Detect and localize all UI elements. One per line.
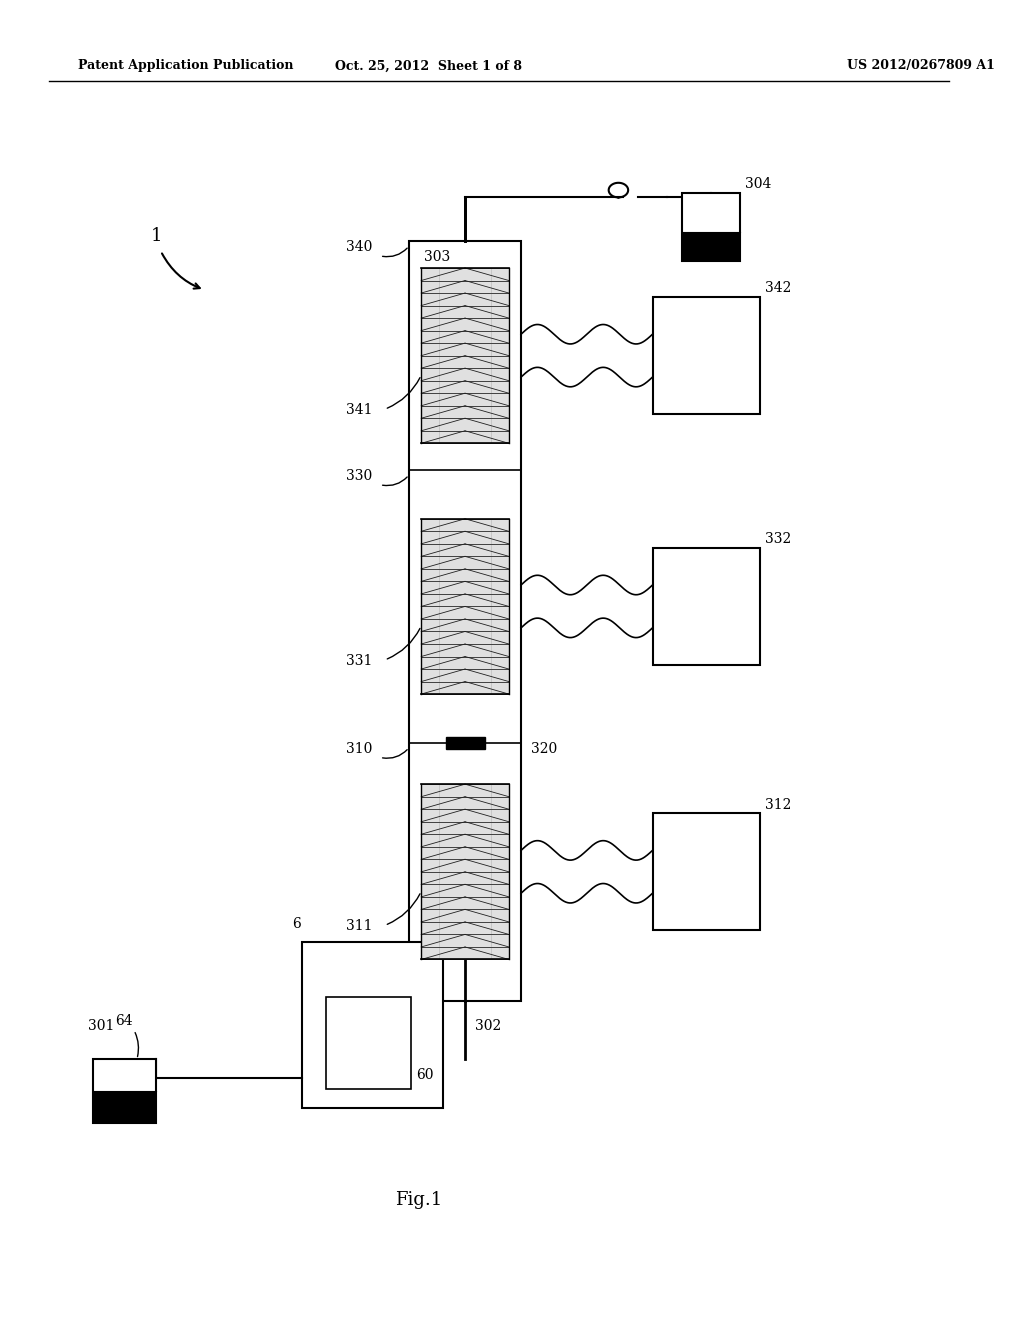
- Text: Fig.1: Fig.1: [395, 1192, 442, 1209]
- Text: 331: 331: [346, 653, 372, 668]
- Bar: [409, 242, 521, 1001]
- Text: 303: 303: [424, 249, 450, 264]
- Text: 60: 60: [416, 1068, 433, 1082]
- Text: 1: 1: [151, 227, 163, 246]
- Text: 310: 310: [346, 742, 372, 755]
- Bar: [652, 548, 760, 665]
- Bar: [421, 519, 509, 694]
- Text: 320: 320: [530, 742, 557, 755]
- Bar: [92, 1059, 156, 1122]
- Text: 311: 311: [346, 919, 373, 933]
- Text: 341: 341: [346, 403, 373, 417]
- Text: 332: 332: [765, 532, 791, 546]
- Bar: [652, 297, 760, 414]
- Bar: [302, 942, 443, 1107]
- Text: 64: 64: [116, 1014, 133, 1028]
- Bar: [421, 784, 509, 960]
- Bar: [682, 232, 740, 261]
- Text: 304: 304: [745, 177, 771, 190]
- Text: 340: 340: [346, 240, 372, 253]
- Bar: [682, 193, 740, 261]
- Bar: [327, 998, 411, 1089]
- Text: 6: 6: [292, 917, 301, 931]
- Text: 302: 302: [475, 1019, 501, 1034]
- Text: 342: 342: [765, 281, 791, 296]
- Bar: [421, 268, 509, 444]
- Text: 301: 301: [88, 1019, 114, 1034]
- Text: 312: 312: [765, 797, 791, 812]
- Bar: [445, 737, 484, 748]
- Bar: [652, 813, 760, 931]
- Text: 330: 330: [346, 469, 372, 483]
- Bar: [92, 1090, 156, 1122]
- Text: Oct. 25, 2012  Sheet 1 of 8: Oct. 25, 2012 Sheet 1 of 8: [335, 59, 522, 73]
- Text: Patent Application Publication: Patent Application Publication: [78, 59, 294, 73]
- Text: US 2012/0267809 A1: US 2012/0267809 A1: [847, 59, 995, 73]
